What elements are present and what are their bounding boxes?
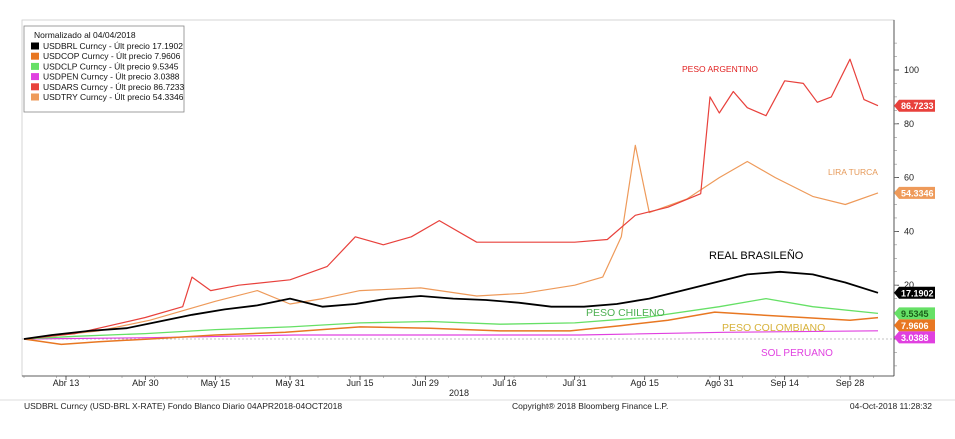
series-line-brl: [23, 270, 879, 340]
legend-items: USDBRL Curncy - Últ precio 17.1902USDCOP…: [31, 41, 185, 102]
legend-swatch-brl: [31, 42, 39, 50]
series-line-ars: [23, 58, 879, 340]
y-tick-label: 80: [904, 119, 914, 129]
x-tick-label: Sep 14: [770, 378, 799, 388]
legend-label-try: USDTRY Curncy - Últ precio 54.3346: [43, 92, 184, 102]
series-layer: [23, 58, 879, 346]
last-value-tags: 86.7233 54.3346 17.1902 9.5345 7.9606 3.0388: [894, 99, 935, 344]
x-axis: Abr 13 Abr 30 May 15 May 31 Jun 15 Jun 29 Jul …: [22, 375, 894, 388]
x-tick-label: Abr 30: [132, 378, 159, 388]
legend-label-cop: USDCOP Curncy - Últ precio 7.9606: [43, 51, 181, 61]
x-tick-label: Jun 15: [346, 378, 373, 388]
legend-label-ars: USDARS Curncy - Últ precio 86.7233: [43, 82, 185, 92]
x-tick-label: Jun 29: [412, 378, 439, 388]
series-line-pen: [23, 330, 879, 340]
legend-label-brl: USDBRL Curncy - Últ precio 17.1902: [43, 41, 183, 51]
last-value-label-cop: 7.9606: [901, 321, 929, 331]
x-tick-label: May 31: [275, 378, 305, 388]
footer-left: USDBRL Curncy (USD-BRL X-RATE) Fondo Bla…: [24, 401, 342, 411]
y-tick-label: 40: [904, 226, 914, 236]
annotation-label: REAL BRASILEÑO: [709, 249, 804, 262]
last-value-label-clp: 9.5345: [901, 309, 929, 319]
annotations: PESO ARGENTINO LIRA TURCA REAL BRASILEÑO PE…: [586, 64, 878, 359]
series-line-try: [23, 144, 879, 340]
legend-box: [23, 25, 185, 113]
last-value-label-pen: 3.0388: [901, 333, 929, 343]
x-tick-label: Jul 31: [563, 378, 587, 388]
last-value-label-ars: 86.7233: [901, 101, 934, 111]
last-value-tag-try: [894, 186, 935, 199]
x-tick-label: Ago 15: [630, 378, 659, 388]
footer-right: 04-Oct-2018 11:28:32: [850, 401, 932, 411]
annotation-label: PESO ARGENTINO: [682, 64, 758, 74]
y-tick-label: 100: [904, 65, 919, 75]
series-line-clp: [23, 297, 879, 340]
annotation-label: PESO COLOMBIANO: [722, 322, 825, 334]
x-tick-label: Abr 13: [53, 378, 80, 388]
legend-swatch-cop: [31, 52, 39, 60]
annotation-label: PESO CHILENO: [586, 307, 665, 319]
x-tick-label: Jul 16: [493, 378, 517, 388]
last-value-tag-cop: [894, 319, 935, 332]
legend-label-pen: USDPEN Curncy - Últ precio 3.0388: [43, 72, 180, 82]
annotation-label: LIRA TURCA: [828, 167, 878, 177]
x-year-label: 2018: [449, 388, 469, 398]
x-tick-label: Ago 31: [705, 378, 734, 388]
legend-label-clp: USDCLP Curncy - Últ precio 9.5345: [43, 61, 179, 71]
y-tick-label: 60: [904, 173, 914, 183]
legend-swatch-clp: [31, 62, 39, 70]
footer-center: Copyright® 2018 Bloomberg Finance L.P.: [512, 401, 668, 411]
last-value-label-try: 54.3346: [901, 188, 934, 198]
last-value-tag-pen: [894, 331, 935, 344]
legend-title: Normalizado al 04/04/2018: [34, 30, 136, 40]
last-value-tag-ars: [894, 99, 935, 112]
last-value-label-brl: 17.1902: [901, 288, 934, 298]
last-value-tag-clp: [894, 307, 935, 320]
annotation-label: SOL PERUANO: [761, 348, 833, 359]
y-tick-label: 20: [904, 280, 914, 290]
legend-swatch-try: [31, 93, 39, 101]
last-value-tag-brl: [894, 286, 935, 299]
series-line-cop: [23, 311, 879, 346]
x-tick-label: Sep 28: [836, 378, 865, 388]
legend-swatch-pen: [31, 73, 39, 81]
legend-swatch-ars: [31, 83, 39, 91]
legend: Normalizado al 04/04/2018 USDBRL Curncy …: [23, 25, 185, 113]
x-tick-label: May 15: [201, 378, 231, 388]
